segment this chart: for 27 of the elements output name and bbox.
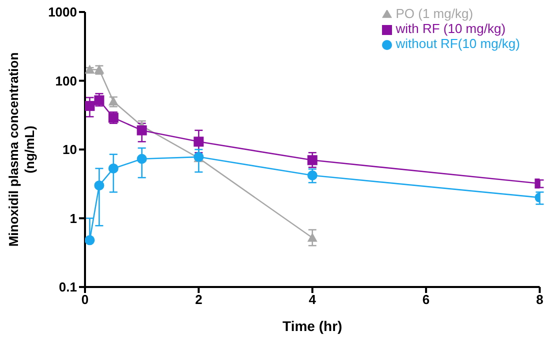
y-tick-label: 0.1 (58, 280, 77, 295)
y-axis-title: Minoxidil plasma concentration (ng/mL) (6, 52, 37, 247)
point (85, 235, 95, 246)
point (85, 100, 95, 111)
point (108, 96, 118, 106)
x-tick-label: 6 (422, 292, 430, 308)
x-tick-label: 4 (308, 292, 317, 308)
point (307, 170, 318, 180)
x-axis-title: Time (hr) (282, 318, 342, 334)
y-tick-label: 100 (55, 73, 77, 88)
legend-label: with RF (10 mg/kg) (396, 21, 506, 36)
point (136, 154, 147, 164)
y-tick-label: 10 (62, 142, 77, 158)
y-tick-label: 1000 (48, 4, 77, 20)
point (136, 125, 147, 136)
legend-label: without RF(10 mg/kg) (396, 36, 520, 51)
point (194, 136, 204, 147)
point (94, 180, 104, 190)
x-tick-label: 2 (195, 292, 202, 308)
y-tick-label: 1 (70, 210, 77, 226)
legend-label: PO (1 mg/kg) (396, 6, 474, 21)
point (307, 155, 318, 166)
point (94, 95, 104, 106)
x-tick-label: 0 (81, 292, 89, 308)
point (108, 163, 118, 174)
point (307, 232, 318, 242)
x-tick-label: 8 (536, 292, 544, 308)
